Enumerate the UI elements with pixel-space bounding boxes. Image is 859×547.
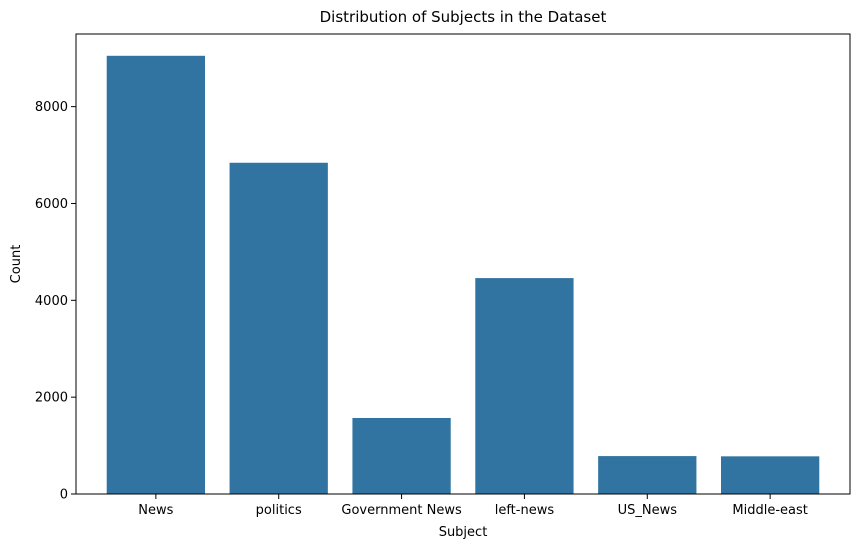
y-tick-label: 2000 <box>35 391 68 406</box>
bar-news <box>106 55 205 494</box>
x-tick-label: Middle-east <box>732 503 807 518</box>
y-axis-label: Count <box>9 245 24 284</box>
y-tick-label: 4000 <box>35 294 68 309</box>
x-tick-label: News <box>138 503 173 518</box>
y-axis: 0 2000 4000 6000 8000 <box>35 100 76 503</box>
bar-left-news <box>475 278 574 494</box>
bar-politics <box>229 162 328 494</box>
y-tick-label: 8000 <box>35 100 68 115</box>
x-axis-label: Subject <box>439 525 488 540</box>
bar-us-news <box>598 456 697 494</box>
y-tick-label: 0 <box>60 488 68 503</box>
y-tick-label: 6000 <box>35 197 68 212</box>
x-tick-label: politics <box>256 503 302 518</box>
chart-title: Distribution of Subjects in the Dataset <box>320 8 607 26</box>
bar-government-news <box>352 417 451 494</box>
bar-middle-east <box>721 456 820 494</box>
x-axis: News politics Government News left-news US_N… <box>138 494 808 518</box>
x-tick-label: Government News <box>341 503 462 518</box>
x-tick-label: US_News <box>618 503 678 518</box>
plot-frame <box>75 33 851 495</box>
x-tick-label: left-news <box>495 503 555 518</box>
bars-layer <box>106 55 820 494</box>
